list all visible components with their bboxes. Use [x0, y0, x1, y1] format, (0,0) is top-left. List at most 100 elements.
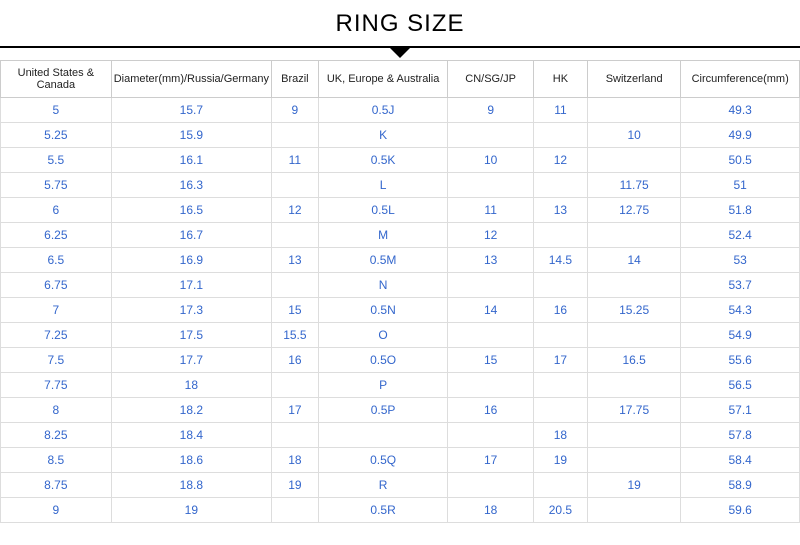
table-cell [271, 123, 318, 148]
table-cell: 11 [271, 148, 318, 173]
table-cell: 5.25 [1, 123, 112, 148]
table-cell [448, 373, 534, 398]
col-header-us-canada: United States & Canada [1, 61, 112, 98]
table-cell: 54.9 [681, 323, 800, 348]
table-cell: 14 [587, 248, 680, 273]
table-cell: 13 [271, 248, 318, 273]
table-cell: 59.6 [681, 498, 800, 523]
table-header-row: United States & Canada Diameter(mm)/Russ… [1, 61, 800, 98]
table-cell [533, 473, 587, 498]
table-cell: 0.5J [318, 98, 448, 123]
table-cell: 9 [271, 98, 318, 123]
pointer-icon [388, 46, 412, 58]
table-cell: 17.75 [587, 398, 680, 423]
table-cell [533, 223, 587, 248]
table-cell: N [318, 273, 448, 298]
table-cell: 16 [533, 298, 587, 323]
table-row: 6.7517.1N53.7 [1, 273, 800, 298]
table-cell: 11 [448, 198, 534, 223]
table-cell: 5.5 [1, 148, 112, 173]
table-row: 8.518.6180.5Q171958.4 [1, 448, 800, 473]
table-cell: 11 [533, 98, 587, 123]
table-cell: 7 [1, 298, 112, 323]
table-cell [587, 373, 680, 398]
table-cell: 9 [1, 498, 112, 523]
table-cell: 18.2 [111, 398, 271, 423]
table-cell: 16.9 [111, 248, 271, 273]
table-cell: 15.7 [111, 98, 271, 123]
table-row: 7.7518P56.5 [1, 373, 800, 398]
table-cell: 12 [533, 148, 587, 173]
table-cell: 6.5 [1, 248, 112, 273]
table-cell: 18.4 [111, 423, 271, 448]
table-row: 7.2517.515.5O54.9 [1, 323, 800, 348]
table-cell [271, 423, 318, 448]
table-cell: 7.25 [1, 323, 112, 348]
table-cell: 52.4 [681, 223, 800, 248]
table-cell: 8 [1, 398, 112, 423]
table-cell: 17 [271, 398, 318, 423]
table-cell [587, 423, 680, 448]
ring-size-table: United States & Canada Diameter(mm)/Russ… [0, 60, 800, 523]
table-cell: 5.75 [1, 173, 112, 198]
table-cell [448, 123, 534, 148]
table-cell: 15 [271, 298, 318, 323]
table-cell: 16.3 [111, 173, 271, 198]
col-header-switzerland: Switzerland [587, 61, 680, 98]
table-cell: 16.1 [111, 148, 271, 173]
col-header-hk: HK [533, 61, 587, 98]
table-cell: L [318, 173, 448, 198]
table-cell [587, 148, 680, 173]
title-bar: RING SIZE [0, 0, 800, 48]
table-cell: 19 [271, 473, 318, 498]
table-row: 818.2170.5P1617.7557.1 [1, 398, 800, 423]
table-cell: 0.5K [318, 148, 448, 173]
table-cell: M [318, 223, 448, 248]
table-cell [448, 423, 534, 448]
table-cell: 17.7 [111, 348, 271, 373]
table-cell: 18 [448, 498, 534, 523]
table-cell: 17.3 [111, 298, 271, 323]
page-title: RING SIZE [0, 10, 800, 38]
table-cell: 7.5 [1, 348, 112, 373]
table-cell: 0.5N [318, 298, 448, 323]
table-cell: 6.75 [1, 273, 112, 298]
table-cell [587, 448, 680, 473]
table-cell: 8.5 [1, 448, 112, 473]
table-cell [271, 173, 318, 198]
table-cell: 19 [111, 498, 271, 523]
table-cell: 12 [271, 198, 318, 223]
table-cell: K [318, 123, 448, 148]
table-row: 6.2516.7M1252.4 [1, 223, 800, 248]
table-cell [587, 223, 680, 248]
table-cell: 51.8 [681, 198, 800, 223]
table-cell [448, 323, 534, 348]
table-cell: 0.5L [318, 198, 448, 223]
table-cell: 50.5 [681, 148, 800, 173]
table-cell: O [318, 323, 448, 348]
table-row: 6.516.9130.5M1314.51453 [1, 248, 800, 273]
table-cell: 57.1 [681, 398, 800, 423]
table-cell: 9 [448, 98, 534, 123]
table-cell [271, 223, 318, 248]
table-cell: 0.5O [318, 348, 448, 373]
table-cell: 0.5M [318, 248, 448, 273]
table-cell: 0.5P [318, 398, 448, 423]
col-header-brazil: Brazil [271, 61, 318, 98]
table-cell: 20.5 [533, 498, 587, 523]
table-cell: 18.6 [111, 448, 271, 473]
table-cell [271, 373, 318, 398]
table-body: 515.790.5J91149.35.2515.9K1049.95.516.11… [1, 98, 800, 523]
table-cell: 58.9 [681, 473, 800, 498]
table-cell: 8.75 [1, 473, 112, 498]
table-cell: 51 [681, 173, 800, 198]
table-cell [533, 123, 587, 148]
table-cell: 8.25 [1, 423, 112, 448]
table-cell: 19 [533, 448, 587, 473]
table-row: 8.2518.41857.8 [1, 423, 800, 448]
table-cell [587, 273, 680, 298]
table-cell: 57.8 [681, 423, 800, 448]
table-cell: R [318, 473, 448, 498]
table-cell: 18 [271, 448, 318, 473]
table-cell: 5 [1, 98, 112, 123]
